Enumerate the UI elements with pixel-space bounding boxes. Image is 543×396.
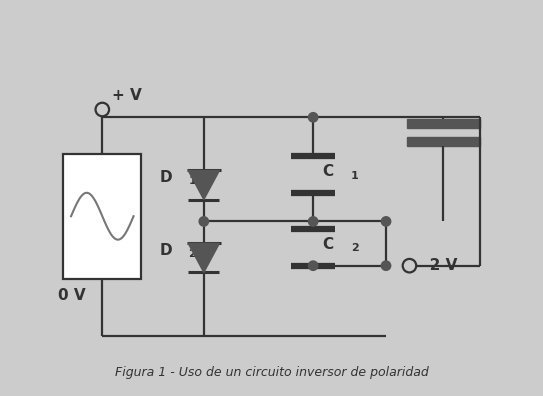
Text: D: D: [160, 243, 172, 257]
Bar: [64, 154, 141, 279]
Circle shape: [199, 217, 209, 226]
Text: D: D: [160, 169, 172, 185]
Text: + V: + V: [112, 88, 141, 103]
Text: 1: 1: [188, 176, 196, 186]
Text: 2: 2: [351, 244, 359, 253]
Circle shape: [403, 259, 416, 272]
Circle shape: [381, 261, 391, 270]
Bar: [407, 137, 479, 146]
Text: 1: 1: [351, 171, 359, 181]
Bar: [407, 118, 479, 128]
Polygon shape: [188, 170, 219, 200]
Text: 2: 2: [188, 249, 196, 259]
Circle shape: [308, 217, 318, 226]
Circle shape: [381, 217, 391, 226]
Circle shape: [96, 103, 109, 116]
Text: Figura 1 - Uso de un circuito inversor de polaridad: Figura 1 - Uso de un circuito inversor d…: [115, 366, 428, 379]
Circle shape: [308, 112, 318, 122]
Text: 0 V: 0 V: [58, 288, 86, 303]
Text: C: C: [323, 164, 333, 179]
Polygon shape: [188, 243, 219, 272]
Circle shape: [308, 261, 318, 270]
Text: - 2 V: - 2 V: [418, 258, 458, 273]
Text: C: C: [323, 237, 333, 252]
